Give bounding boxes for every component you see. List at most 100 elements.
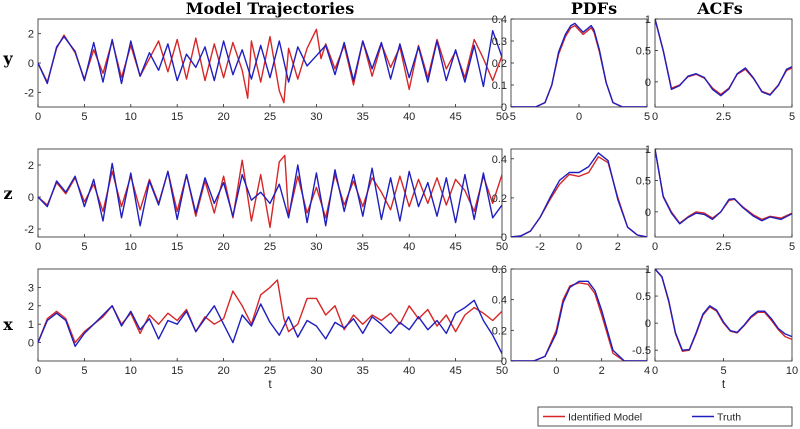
y-tick-label-trajectory-y: 2	[28, 29, 34, 41]
x-tick-label-trajectory-z: 50	[496, 241, 508, 253]
series-line-truth-acf-y	[655, 19, 792, 97]
series-line-truth-pdf-z	[511, 152, 647, 237]
title-pdfs: PDFs	[571, 0, 617, 18]
y-tick-label-acf-y: 0	[645, 77, 651, 89]
y-tick-label-trajectory-y: 0	[28, 58, 34, 70]
series-line-truth-trajectory-x	[38, 299, 502, 354]
y-tick-label-acf-x: 1	[645, 264, 651, 276]
series-line-truth-trajectory-z	[38, 162, 502, 227]
axes-frame-acf-x	[654, 268, 793, 362]
row-label-y: y	[2, 49, 13, 68]
legend: Identified Model Truth	[537, 406, 793, 427]
series-line-truth-pdf-x	[511, 280, 647, 361]
x-tick-label-trajectory-x: 15	[171, 365, 183, 377]
x-tick-label-pdf-x: 0	[553, 365, 559, 377]
row-label-z: z	[3, 184, 12, 203]
x-tick-label-acf-z: 5	[789, 241, 795, 253]
y-tick-label-pdf-y: 0	[501, 102, 507, 114]
x-tick-label-trajectory-z: 5	[81, 241, 87, 253]
x-tick-label-trajectory-y: 10	[125, 111, 137, 123]
x-tick-label-trajectory-y: 35	[357, 111, 369, 123]
x-tick-label-trajectory-y: 20	[217, 111, 229, 123]
y-tick-label-acf-x: 0	[645, 318, 651, 330]
y-tick-label-acf-y: 0.5	[636, 45, 651, 57]
x-tick-label-trajectory-y: 0	[35, 111, 41, 123]
x-tick-label-trajectory-y: 5	[81, 111, 87, 123]
series-line-truth-trajectory-y	[38, 30, 502, 88]
axes-frame-acf-z	[654, 148, 793, 238]
x-tick-label-pdf-z: 0	[576, 241, 582, 253]
x-tick-label-trajectory-x: 50	[496, 365, 508, 377]
panel-acf-x: 0 5 10-0.500.51t	[632, 264, 798, 391]
y-tick-label-trajectory-z: 2	[28, 160, 34, 172]
axes-frame-pdf-z	[510, 148, 648, 238]
title-trajectories: Model Trajectories	[186, 0, 354, 18]
y-tick-label-pdf-y: 0.4	[492, 14, 507, 26]
y-tick-label-pdf-z: 0.2	[492, 193, 507, 205]
y-tick-label-trajectory-x: 0	[28, 338, 34, 350]
x-tick-label-trajectory-z: 25	[264, 241, 276, 253]
panel-acf-z: 0 2.5 5 0 0.5 1	[636, 144, 795, 253]
panel-pdf-z: -2 0 2 0 0.2 0.4	[492, 148, 648, 253]
axes-frame-trajectory-y	[37, 18, 503, 108]
x-tick-label-pdf-z: 2	[615, 241, 621, 253]
axes-frame-trajectory-x	[37, 268, 503, 362]
legend-label-truth: Truth	[717, 412, 741, 424]
x-tick-label-pdf-x: 2	[599, 365, 605, 377]
x-tick-label-trajectory-z: 35	[357, 241, 369, 253]
series-line-truth-pdf-y	[511, 22, 647, 107]
x-tick-label-trajectory-y: 50	[496, 111, 508, 123]
x-tick-label-trajectory-x: 40	[403, 365, 415, 377]
x-tick-label-trajectory-z: 30	[310, 241, 322, 253]
x-tick-label-trajectory-z: 20	[217, 241, 229, 253]
x-tick-label-acf-z: 2.5	[716, 241, 731, 253]
legend-label-model: Identified Model	[568, 412, 642, 424]
x-tick-label-trajectory-x: 5	[81, 365, 87, 377]
x-tick-label-pdf-y: 0	[576, 111, 582, 123]
title-acfs: ACFs	[696, 0, 743, 18]
y-tick-label-acf-z: 0.5	[636, 175, 651, 187]
x-tick-label-trajectory-x: 35	[357, 365, 369, 377]
y-tick-label-pdf-x: 0.2	[492, 325, 507, 337]
y-tick-label-pdf-y: 0.3	[492, 36, 507, 48]
panel-trajectory-z: 0 5 10 15 20 25 30 35 40 45 50-202	[24, 148, 508, 253]
x-tick-label-acf-y: 0	[652, 111, 658, 123]
y-tick-label-acf-x: -0.5	[632, 345, 651, 357]
y-tick-label-acf-z: 1	[645, 144, 651, 156]
x-tick-label-pdf-y: 5	[644, 111, 650, 123]
x-tick-label-trajectory-y: 30	[310, 111, 322, 123]
x-tick-label-acf-x: 5	[720, 365, 726, 377]
x-tick-label-acf-z: 0	[652, 241, 658, 253]
y-tick-label-acf-z: 0	[645, 207, 651, 219]
series-line-truth-acf-x	[655, 269, 792, 351]
x-tick-label-trajectory-y: 25	[264, 111, 276, 123]
x-tick-label-acf-x: 10	[786, 365, 798, 377]
y-tick-label-acf-y: 1	[645, 14, 651, 26]
panel-trajectory-y: 0 5 10 15 20 25 30 35 40 45 50-202	[24, 18, 508, 123]
y-tick-label-trajectory-x: 3	[28, 282, 34, 294]
x-tick-label-trajectory-x: 30	[310, 365, 322, 377]
y-tick-label-pdf-x: 0.6	[492, 264, 507, 276]
panel-pdf-y: -5 0 500.10.20.30.4	[492, 14, 650, 123]
x-tick-label-trajectory-x: 10	[125, 365, 137, 377]
x-tick-label-trajectory-y: 15	[171, 111, 183, 123]
x-tick-label-trajectory-y: 45	[449, 111, 461, 123]
x-tick-label-trajectory-z: 15	[171, 241, 183, 253]
y-tick-label-trajectory-x: 1	[28, 319, 34, 331]
x-tick-label-trajectory-y: 40	[403, 111, 415, 123]
x-tick-label-trajectory-x: 25	[264, 365, 276, 377]
x-axis-label-trajectory-x: t	[268, 377, 272, 391]
row-label-x: x	[3, 315, 13, 334]
x-tick-label-trajectory-z: 40	[403, 241, 415, 253]
x-tick-label-pdf-y: -5	[506, 111, 516, 123]
y-tick-label-pdf-y: 0.2	[492, 58, 507, 70]
x-tick-label-trajectory-x: 0	[35, 365, 41, 377]
panel-pdf-x: 0 2 4 0 0.2 0.4 0.6	[492, 264, 650, 377]
x-tick-label-pdf-x: 4	[644, 365, 650, 377]
x-tick-label-trajectory-z: 0	[35, 241, 41, 253]
y-tick-label-pdf-y: 0.1	[492, 80, 507, 92]
y-tick-label-pdf-z: 0.4	[492, 154, 507, 166]
y-tick-label-trajectory-y: -2	[24, 87, 34, 99]
